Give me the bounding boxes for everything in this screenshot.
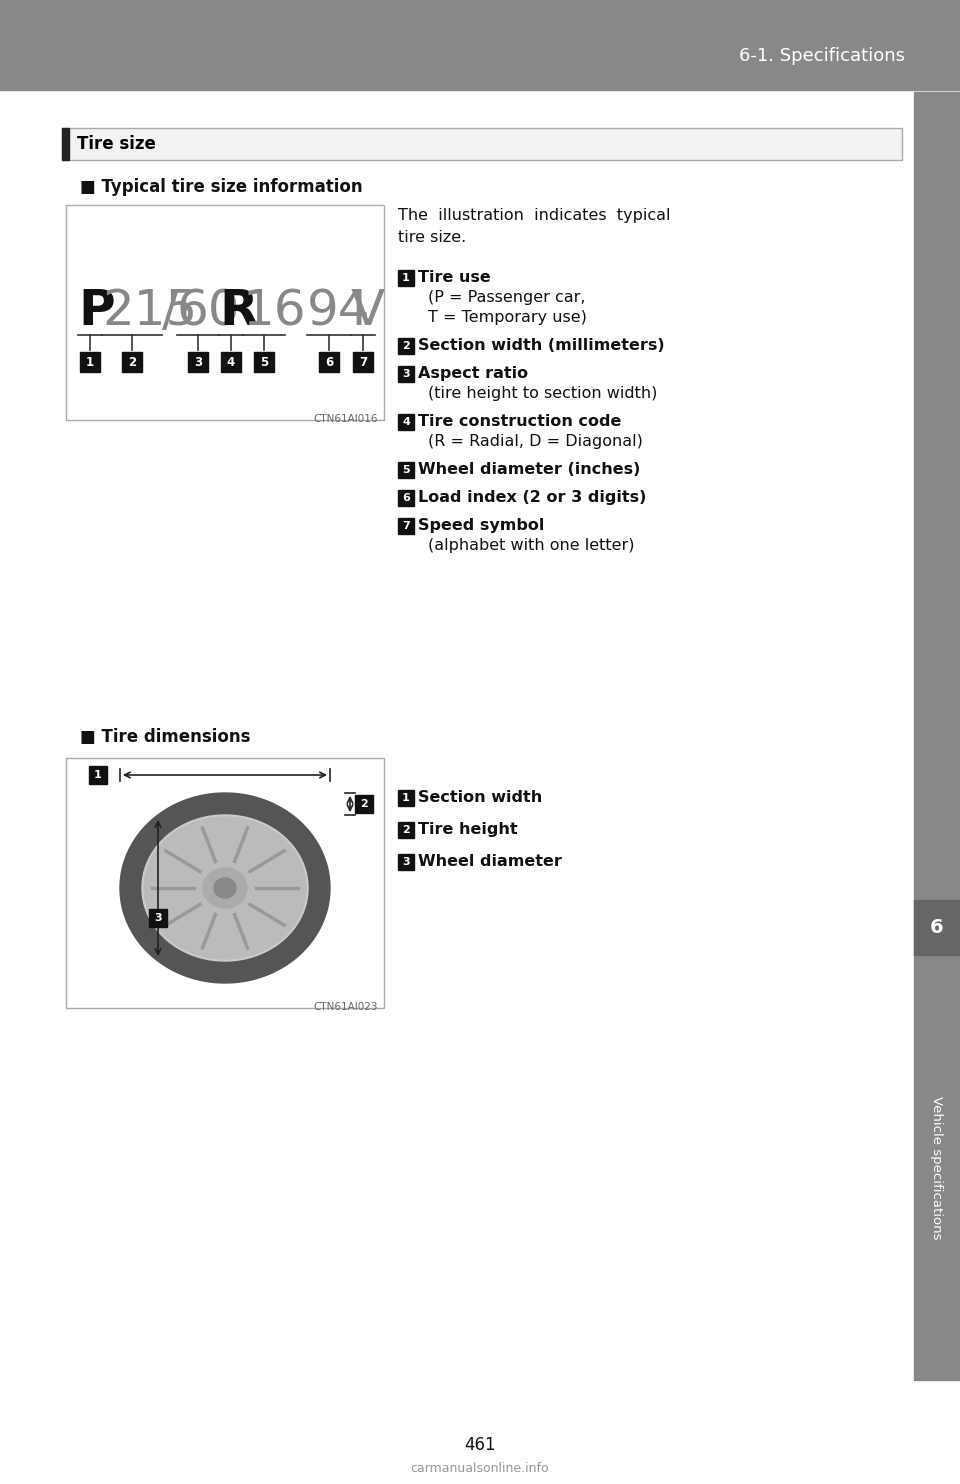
Text: Wheel diameter: Wheel diameter: [418, 853, 562, 870]
Bar: [398, 518, 414, 534]
Text: CTN61AI016: CTN61AI016: [314, 414, 378, 424]
Text: Tire size: Tire size: [77, 135, 156, 153]
Bar: [89, 766, 107, 784]
Text: CTN61AI023: CTN61AI023: [314, 1002, 378, 1012]
Text: 3: 3: [155, 913, 162, 923]
Bar: [221, 352, 241, 372]
Text: 4: 4: [227, 356, 235, 368]
Bar: [149, 910, 167, 928]
Polygon shape: [144, 818, 306, 959]
Text: 461: 461: [465, 1437, 495, 1454]
Text: 5: 5: [402, 464, 410, 475]
Text: Section width (millimeters): Section width (millimeters): [418, 338, 664, 353]
Text: tire size.: tire size.: [398, 230, 467, 245]
Text: 16: 16: [243, 286, 306, 335]
Text: 94: 94: [307, 286, 371, 335]
Text: 1: 1: [86, 356, 94, 368]
Polygon shape: [214, 879, 236, 898]
Text: 1: 1: [402, 792, 410, 803]
Text: Wheel diameter (inches): Wheel diameter (inches): [418, 462, 640, 476]
Bar: [254, 352, 274, 372]
Polygon shape: [203, 868, 247, 908]
Text: 2: 2: [360, 798, 368, 809]
Bar: [398, 822, 414, 838]
Bar: [62, 128, 902, 160]
Bar: [80, 352, 100, 372]
Text: ■ Typical tire size information: ■ Typical tire size information: [80, 178, 363, 196]
Bar: [398, 789, 414, 806]
Polygon shape: [120, 792, 330, 982]
Text: (R = Radial, D = Diagonal): (R = Radial, D = Diagonal): [428, 433, 643, 450]
Bar: [319, 352, 339, 372]
Bar: [353, 352, 373, 372]
Text: R: R: [219, 286, 257, 335]
Text: 2: 2: [128, 356, 136, 368]
Bar: [398, 367, 414, 381]
Text: 3: 3: [402, 856, 410, 867]
Text: 6: 6: [930, 919, 944, 936]
Bar: [62, 128, 69, 160]
Text: 3: 3: [402, 370, 410, 378]
Polygon shape: [142, 815, 308, 962]
Bar: [398, 414, 414, 430]
Bar: [398, 853, 414, 870]
Text: T = Temporary use): T = Temporary use): [428, 310, 587, 325]
Text: /: /: [162, 286, 179, 335]
Bar: [914, 899, 960, 956]
Text: 2: 2: [402, 825, 410, 835]
Text: 60: 60: [177, 286, 241, 335]
Text: P: P: [78, 286, 114, 335]
Text: Tire height: Tire height: [418, 822, 517, 837]
Text: 215: 215: [102, 286, 197, 335]
Text: 1: 1: [402, 273, 410, 283]
Text: Load index (2 or 3 digits): Load index (2 or 3 digits): [418, 490, 646, 505]
Bar: [188, 352, 208, 372]
Text: 4: 4: [402, 417, 410, 427]
Bar: [355, 795, 373, 813]
Text: ■ Tire dimensions: ■ Tire dimensions: [80, 729, 251, 746]
Text: 6: 6: [324, 356, 333, 368]
Text: Tire construction code: Tire construction code: [418, 414, 621, 429]
Bar: [0, 0, 960, 91]
Text: 2: 2: [402, 341, 410, 352]
Bar: [398, 338, 414, 355]
Bar: [914, 92, 960, 1380]
Text: 5: 5: [260, 356, 268, 368]
Bar: [66, 205, 384, 420]
Text: 6: 6: [402, 493, 410, 503]
Text: 6-1. Specifications: 6-1. Specifications: [739, 47, 905, 65]
Text: Speed symbol: Speed symbol: [418, 518, 544, 533]
Text: 3: 3: [194, 356, 202, 368]
Text: 7: 7: [359, 356, 367, 368]
Text: Vehicle specifications: Vehicle specifications: [930, 1095, 944, 1239]
Text: V: V: [351, 286, 385, 335]
Text: Tire use: Tire use: [418, 270, 491, 285]
Text: Aspect ratio: Aspect ratio: [418, 367, 528, 381]
Bar: [398, 462, 414, 478]
Bar: [66, 758, 384, 1008]
Bar: [398, 270, 414, 286]
Text: (P = Passenger car,: (P = Passenger car,: [428, 289, 586, 306]
Text: The  illustration  indicates  typical: The illustration indicates typical: [398, 208, 670, 223]
Text: 1: 1: [94, 770, 102, 781]
Text: (alphabet with one letter): (alphabet with one letter): [428, 539, 635, 554]
Text: carmanualsonline.info: carmanualsonline.info: [411, 1462, 549, 1475]
Text: (tire height to section width): (tire height to section width): [428, 386, 658, 401]
Bar: [122, 352, 142, 372]
Bar: [398, 490, 414, 506]
Text: 7: 7: [402, 521, 410, 531]
Text: Section width: Section width: [418, 789, 542, 804]
